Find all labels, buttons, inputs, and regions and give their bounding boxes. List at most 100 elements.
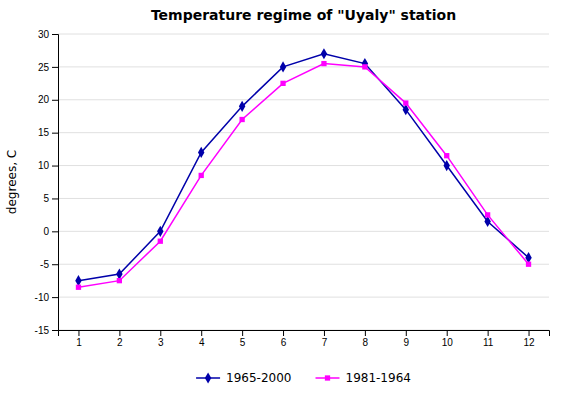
y-tick-label: 0 [43, 226, 49, 237]
series-marker [158, 239, 163, 244]
series-marker [403, 100, 408, 105]
x-tick-mark [529, 330, 530, 336]
series-marker [526, 262, 531, 267]
series-marker [239, 101, 245, 112]
grid-line [58, 99, 549, 100]
marks [75, 48, 532, 290]
x-tick-label: 10 [442, 337, 454, 348]
chart: 123456789101112-15-10-5051015202530Tempe… [0, 0, 567, 396]
x-tick: 5 [240, 330, 246, 348]
x-axis-line [59, 331, 550, 337]
y-tick-label: 25 [38, 62, 50, 73]
x-tick: 8 [363, 330, 369, 348]
y-tick: -10 [35, 292, 58, 303]
series-line [78, 64, 528, 288]
series-marker [75, 275, 81, 286]
x-tick: 7 [322, 330, 328, 348]
grid-line [58, 34, 549, 35]
series-marker [485, 212, 490, 217]
series-marker [321, 61, 326, 66]
y-tick-label: 20 [38, 94, 50, 105]
x-tick-label: 1 [76, 337, 82, 348]
legend-item: 1981-1964 [316, 371, 411, 385]
series-marker [362, 64, 367, 69]
y-tick: 30 [38, 29, 58, 40]
grid-line [58, 66, 549, 67]
y-tick-mark [52, 67, 58, 68]
y-tick: 20 [38, 94, 58, 105]
series-marker [280, 81, 285, 86]
x-tick-mark [365, 330, 366, 336]
y-tick-mark [52, 264, 58, 265]
y-tick-mark [52, 166, 58, 167]
series-marker [280, 61, 286, 72]
plot: 123456789101112-15-10-5051015202530 [35, 29, 550, 348]
grid-line [58, 264, 549, 265]
y-tick: 15 [38, 127, 58, 138]
series-marker [157, 226, 163, 237]
y-tick: 0 [43, 226, 58, 237]
x-tick: 9 [404, 330, 410, 348]
legend-marker [205, 372, 211, 383]
x-tick-label: 12 [523, 337, 535, 348]
x-tick-mark [283, 330, 284, 336]
x-tick: 1 [76, 330, 82, 348]
x-tick-label: 11 [483, 337, 494, 348]
series-marker [76, 285, 81, 290]
x-tick-mark [201, 330, 202, 336]
legend-label: 1965-2000 [226, 371, 291, 385]
x-tick-mark [406, 330, 407, 336]
x-tick: 3 [158, 330, 164, 348]
title: Temperature regime of "Uyaly" station [151, 7, 456, 23]
series-marker [444, 153, 449, 158]
x-tick-mark [488, 330, 489, 336]
y-tick-mark [52, 34, 58, 35]
y-tick-label: 15 [38, 127, 50, 138]
y-tick: -15 [35, 325, 58, 336]
y-axis: -15 -10 -5 0 5 10 15 20 25 30 [35, 29, 59, 336]
x-tick: 11 [483, 330, 494, 348]
y-tick: 25 [38, 62, 58, 73]
series-marker [321, 48, 327, 59]
x-axis: 123456789101112 [59, 330, 550, 348]
y-tick: 5 [43, 193, 58, 204]
y-tick-mark [52, 133, 58, 134]
x-tick-mark [78, 330, 79, 336]
series-marker [443, 160, 449, 171]
x-tick: 2 [117, 330, 123, 348]
y-axis-label: degrees, C [5, 150, 19, 214]
y-tick-label: -5 [40, 259, 49, 270]
x-tick-label: 7 [322, 337, 328, 348]
x-tick-mark [447, 330, 448, 336]
x-tick-label: 5 [240, 337, 246, 348]
y-tick: 10 [38, 160, 58, 171]
x-tick-label: 4 [199, 337, 205, 348]
x-tick-label: 8 [363, 337, 369, 348]
legend-marker [325, 375, 330, 380]
x-tick: 10 [442, 330, 454, 348]
series-marker [198, 147, 204, 158]
x-tick-mark [160, 330, 161, 336]
grid-line [58, 231, 549, 232]
series-marker [239, 117, 244, 122]
x-tick-label: 3 [158, 337, 164, 348]
legend: 1965-2000 1981-1964 [196, 371, 411, 385]
x-tick-mark [119, 330, 120, 336]
x-tick-label: 2 [117, 337, 123, 348]
x-tick: 4 [199, 330, 205, 348]
series-marker [362, 58, 368, 69]
y-tick-mark [52, 297, 58, 298]
x-tick: 12 [523, 330, 535, 348]
y-tick-label: 30 [38, 29, 50, 40]
x-tick-mark [324, 330, 325, 336]
y-tick-mark [52, 198, 58, 199]
y-tick: -5 [40, 259, 58, 270]
series-marker [117, 278, 122, 283]
x-tick-mark [242, 330, 243, 336]
y-tick-label: 5 [43, 193, 49, 204]
grid-line [58, 165, 549, 166]
y-tick-label: -15 [35, 325, 50, 336]
x-tick-label: 9 [404, 337, 410, 348]
grid-line [58, 132, 549, 133]
series-line [78, 54, 528, 281]
